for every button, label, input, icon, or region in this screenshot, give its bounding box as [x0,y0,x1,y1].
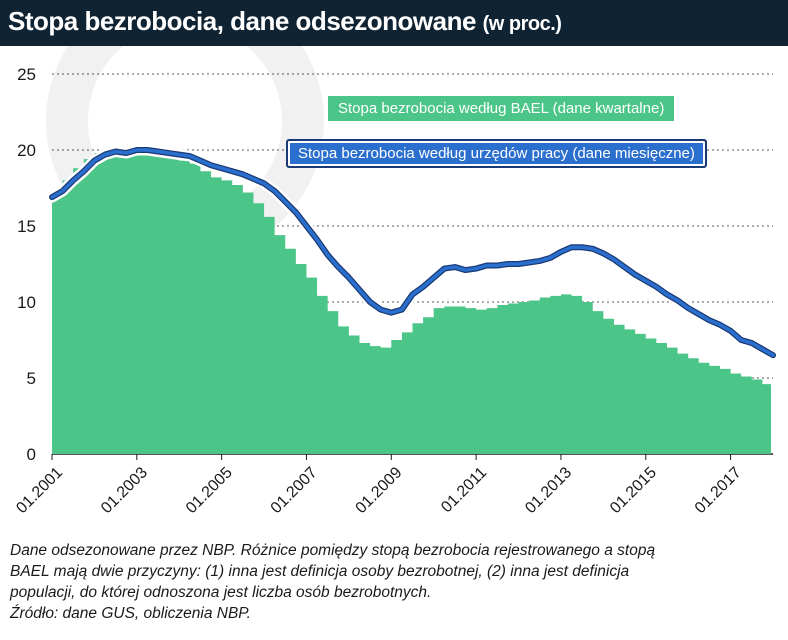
y-tick-label: 25 [17,65,36,84]
y-tick-label: 5 [27,369,36,388]
chart-title-text: Stopa bezrobocia, dane odsezonowane [8,6,476,36]
x-tick-label: 01.2015 [607,464,660,517]
bael-area-series [52,150,771,454]
y-axis-ticks: 0 5 10 15 20 25 [17,65,36,464]
footnotes: Dane odsezonowane przez NBP. Różnice pom… [10,540,780,624]
x-tick-label: 01.2003 [98,464,151,517]
bael-area [52,150,771,454]
y-tick-label: 20 [17,141,36,160]
x-tick-label: 01.2013 [522,464,575,517]
y-tick-label: 10 [17,293,36,312]
x-tick-label: 01.2017 [692,464,745,517]
x-axis-ticks: 01.2001 01.2003 01.2005 01.2007 01.2009 01.20… [13,454,745,517]
legend-bael: Stopa bezrobocia według BAEL (dane kwart… [328,96,675,121]
chart-subtitle: (w proc.) [482,13,562,35]
note-line: populacji, do której odnoszona jest licz… [10,584,432,601]
y-tick-label: 0 [27,445,36,464]
x-tick-label: 01.2007 [268,464,321,517]
legend-registered: Stopa bezrobocia według urzędów pracy (d… [286,139,707,168]
chart-title: Stopa bezrobocia, dane odsezonowane (w p… [8,6,562,37]
x-tick-label: 01.2001 [13,464,66,517]
x-tick-label: 01.2005 [183,464,236,517]
note-line: BAEL mają dwie przyczyny: (1) inna jest … [10,563,630,580]
x-tick-label: 01.2011 [438,464,490,516]
x-tick-label: 01.2009 [353,464,406,517]
registered-line-series [46,144,779,361]
note-line: Dane odsezonowane przez NBP. Różnice pom… [10,542,656,559]
title-bar: Stopa bezrobocia, dane odsezonowane (w p… [0,0,788,46]
source-line: Źródło: dane GUS, obliczenia NBP. [10,605,251,622]
registered-line [50,148,775,357]
y-tick-label: 15 [17,217,36,236]
